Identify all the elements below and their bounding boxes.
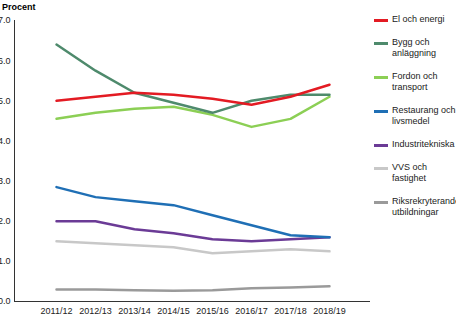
svg-text:2011/12: 2011/12 [41, 306, 73, 316]
html-text:El och energi: El och energi [392, 14, 445, 24]
svg-text:6.0: 6.0 [0, 56, 11, 66]
svg-text:5.0: 5.0 [0, 96, 11, 106]
svg-text:7.0: 7.0 [0, 15, 11, 25]
svg-text:1.0: 1.0 [0, 256, 11, 266]
svg-text:2.0: 2.0 [0, 216, 11, 226]
html-text:Procent: Procent [2, 2, 36, 12]
html-text:Bygg och anläggning: Bygg och anläggning [392, 37, 436, 58]
svg-text:0.0: 0.0 [0, 296, 11, 306]
html-text:Industritekniska: Industritekniska [392, 139, 455, 149]
html-text:Fordon och transport: Fordon och transport [392, 71, 438, 92]
html-text:Restaurang och livsmedel: Restaurang och livsmedel [392, 105, 456, 126]
svg-text:2012/13: 2012/13 [79, 306, 112, 316]
svg-text:2016/17: 2016/17 [235, 306, 268, 316]
svg-text:2014/15: 2014/15 [157, 306, 190, 316]
svg-text:2018/19: 2018/19 [313, 306, 346, 316]
svg-text:2013/14: 2013/14 [118, 306, 151, 316]
svg-text:3.0: 3.0 [0, 176, 11, 186]
svg-text:2017/18: 2017/18 [274, 306, 307, 316]
svg-text:4.0: 4.0 [0, 136, 11, 146]
svg-text:2015/16: 2015/16 [196, 306, 229, 316]
html-text:VVS och fastighet: VVS och fastighet [392, 162, 427, 183]
